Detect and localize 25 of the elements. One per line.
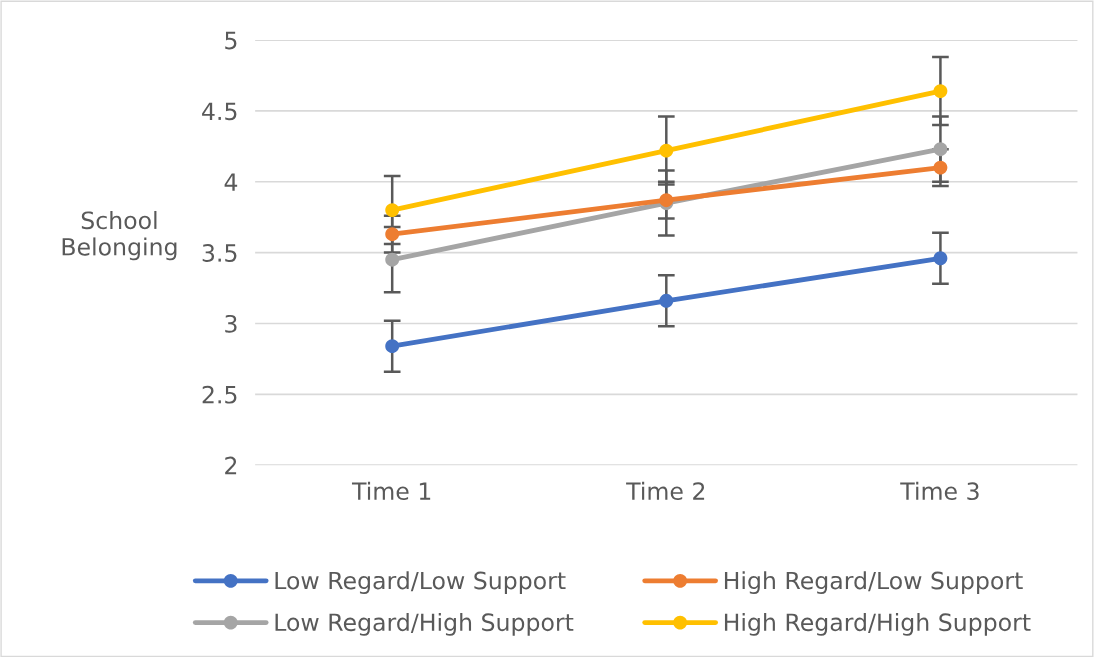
point (385, 227, 400, 242)
point (385, 203, 400, 218)
y-tick-label: 2 (225, 456, 237, 475)
legend-label: Low Regard/High Support (275, 612, 574, 636)
y-tick-label: 4 (224, 173, 238, 191)
point (659, 143, 674, 158)
point (385, 339, 400, 354)
legend-label: High Regard/Low Support (724, 571, 1023, 595)
y-tick-label: 4.5 (202, 102, 237, 121)
y-tick-label: 5 (225, 31, 237, 50)
point (933, 160, 948, 175)
legend-label: Low Regard/Low Support (275, 571, 566, 595)
x-tick-label: Time 3 (900, 481, 979, 501)
point (933, 142, 948, 157)
point (933, 251, 948, 266)
x-tick-label: Time 1 (351, 481, 431, 501)
point (933, 84, 948, 99)
y-tick-label: 3 (225, 314, 237, 333)
x-tick-label: Time 2 (626, 481, 705, 501)
y-axis-title: School Belonging (62, 210, 177, 261)
y-tick-label: 2.5 (202, 385, 237, 404)
point (659, 293, 674, 308)
point (385, 252, 400, 267)
legend-label: High Regard/High Support (724, 612, 1031, 636)
y-tick-label: 3.5 (202, 244, 237, 262)
